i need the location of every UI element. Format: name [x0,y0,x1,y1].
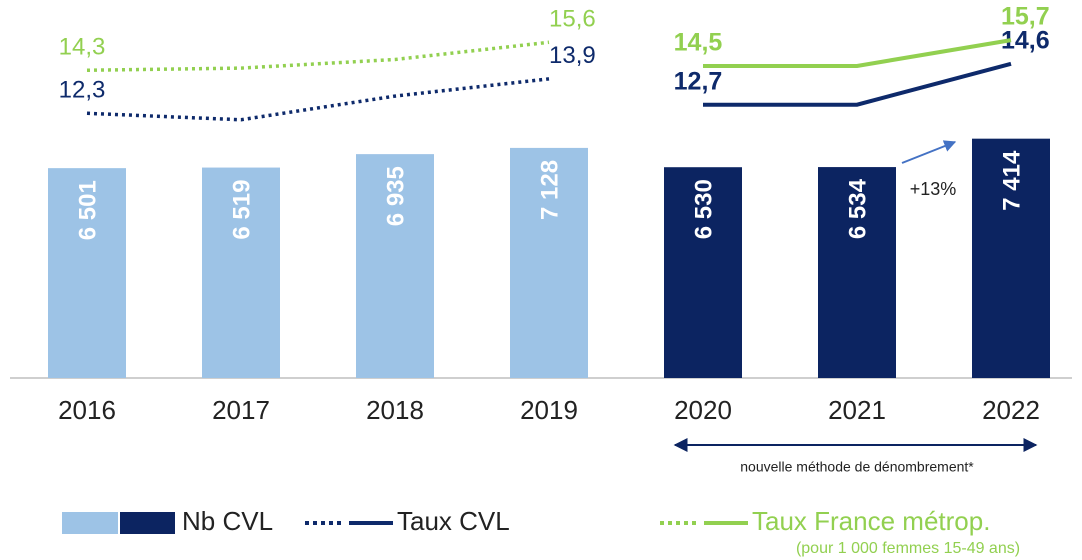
line-value-label: 14,3 [59,34,106,61]
x-tick-label: 2018 [366,395,424,425]
line-value-label: 13,9 [549,42,596,69]
x-tick-label: 2021 [828,395,886,425]
bar-value-label: 6 519 [228,180,255,240]
line-value-label: 14,5 [674,29,723,57]
legend-swatch [120,512,175,534]
bar [972,138,1050,378]
legend-note: (pour 1 000 femmes 15-49 ans) [796,540,1020,557]
line-value-label: 15,7 [1001,3,1050,31]
x-tick-label: 2017 [212,395,270,425]
bar [48,168,126,378]
bar [356,154,434,378]
line [703,61,1012,107]
x-tick-label: 2020 [674,395,732,425]
bar [664,167,742,378]
bar [818,167,896,378]
span-label: nouvelle méthode de dénombrement* [740,459,974,475]
legend-label: Nb CVL [182,506,273,536]
bar-value-label: 6 534 [844,178,871,239]
x-tick-label: 2016 [58,395,116,425]
line-value-label: 12,7 [674,67,723,95]
bar-value-label: 7 128 [536,160,563,220]
line-value-label: 12,3 [59,77,106,104]
line [703,38,1012,68]
line-value-label: 15,6 [549,6,596,33]
legend-label: Taux France métrop. [752,506,990,536]
growth-arrow [901,140,957,164]
bar [202,167,280,378]
bar-value-label: 6 935 [382,166,409,226]
x-tick-label: 2019 [520,395,578,425]
line [86,77,550,122]
x-tick-label: 2022 [982,395,1040,425]
bar-value-label: 6 501 [74,180,101,240]
bar-value-label: 7 414 [998,150,1025,211]
legend-label: Taux CVL [397,506,510,536]
line [86,40,550,73]
legend-swatch [62,512,118,534]
bar [510,147,588,378]
bar-value-label: 6 530 [690,179,717,239]
growth-label: +13% [910,179,957,199]
